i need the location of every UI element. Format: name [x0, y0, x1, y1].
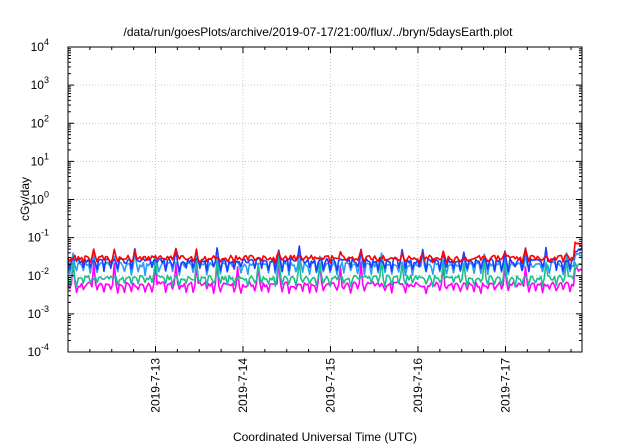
y-axis: 10-4 10-3 10-2 10-1 100 101 102 103 104 [28, 37, 582, 359]
y-tick-label: 101 [31, 151, 49, 168]
chart-title: /data/run/goesPlots/archive/2019-07-17/2… [124, 25, 514, 39]
series-line [67, 260, 583, 295]
y-tick-label: 10-2 [28, 266, 49, 283]
series-line [67, 241, 583, 264]
plot-frame [67, 46, 583, 353]
x-axis-label: Coordinated Universal Time (UTC) [233, 430, 417, 444]
x-tick-label: 2019-7-15 [323, 358, 337, 413]
grid [68, 46, 582, 353]
y-axis-label: cGy/day [18, 177, 32, 221]
y-tick-label: 104 [31, 37, 49, 54]
x-axis: 2019-7-13 2019-7-14 2019-7-15 2019-7-16 2019… [89, 47, 572, 413]
series-group [67, 241, 583, 295]
x-tick-label: 2019-7-14 [236, 358, 250, 413]
y-tick-label: 10-4 [28, 342, 49, 359]
x-tick-label: 2019-7-13 [148, 358, 162, 413]
y-tick-label: 10-1 [28, 228, 49, 245]
y-tick-label: 103 [31, 75, 49, 92]
series-line [67, 256, 583, 288]
x-tick-label: 2019-7-17 [498, 358, 512, 413]
x-tick-label: 2019-7-16 [411, 358, 425, 413]
y-tick-label: 102 [31, 113, 49, 130]
y-tick-label: 100 [31, 190, 49, 207]
y-tick-label: 10-3 [28, 304, 49, 321]
